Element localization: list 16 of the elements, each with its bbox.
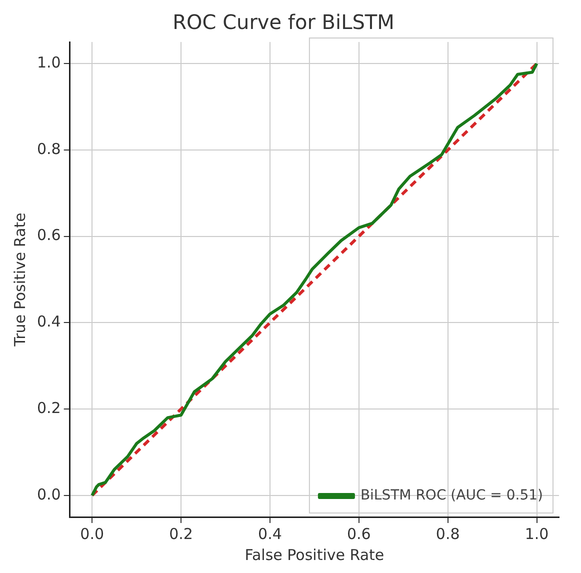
x-tick-label: 0.0 <box>80 524 104 543</box>
x-tick-label: 1.0 <box>524 524 549 543</box>
y-tick-label: 0.2 <box>36 398 61 417</box>
y-tick-label: 1.0 <box>36 53 61 72</box>
x-axis-title: False Positive Rate <box>244 546 384 564</box>
x-tick-label: 0.2 <box>169 524 193 543</box>
x-tick-label: 0.6 <box>346 524 371 543</box>
y-tick-label: 0.8 <box>36 140 61 158</box>
chart-title: ROC Curve for BiLSTM <box>172 10 394 34</box>
y-axis-title: True Positive Rate <box>10 212 29 348</box>
x-tick-label: 0.8 <box>436 524 460 543</box>
y-tick-label: 0.4 <box>36 312 61 331</box>
y-tick-label: 0.0 <box>36 485 61 504</box>
legend-label: BiLSTM ROC (AUC = 0.51) <box>360 488 543 504</box>
y-tick-label: 0.6 <box>36 226 61 244</box>
x-tick-label: 0.4 <box>258 524 282 543</box>
